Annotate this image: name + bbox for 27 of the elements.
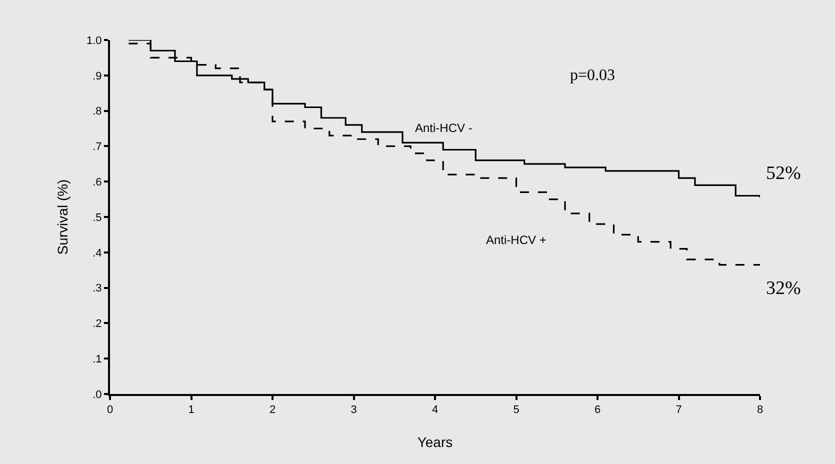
series-label: Anti-HCV - [415, 121, 472, 135]
x-tick-label: 0 [106, 404, 114, 416]
y-tick-label: .1 [92, 353, 102, 366]
y-tick-label: 1.0 [86, 34, 102, 47]
y-tick-label: .2 [92, 318, 102, 330]
x-tick-label: 5 [513, 404, 520, 416]
x-tick-label: 7 [676, 404, 682, 416]
annotation: 32% [766, 278, 801, 299]
y-tick-label: .7 [92, 141, 102, 154]
y-tick-label: .3 [92, 282, 102, 295]
x-tick-label: 3 [350, 404, 357, 416]
x-tick-label: 2 [269, 404, 276, 416]
annotation: 52% [766, 163, 801, 184]
annotation: p=0.03 [570, 67, 616, 84]
y-tick-label: .9 [92, 70, 102, 82]
y-tick-label: .4 [92, 247, 102, 260]
y-tick-label: .5 [92, 212, 102, 224]
x-tick-label: 1 [188, 404, 194, 416]
y-tick-label: .8 [92, 106, 102, 118]
x-tick-label: 8 [756, 404, 764, 416]
y-tick-label: .0 [92, 388, 102, 401]
x-tick-label: 4 [432, 404, 438, 416]
text: Anti-HCV + [486, 233, 546, 247]
x-tick-label: 6 [594, 404, 601, 416]
x-axis-title: Years [417, 434, 453, 450]
y-axis-title: Survival (%) [54, 179, 71, 255]
y-tick-label: .6 [92, 176, 102, 188]
